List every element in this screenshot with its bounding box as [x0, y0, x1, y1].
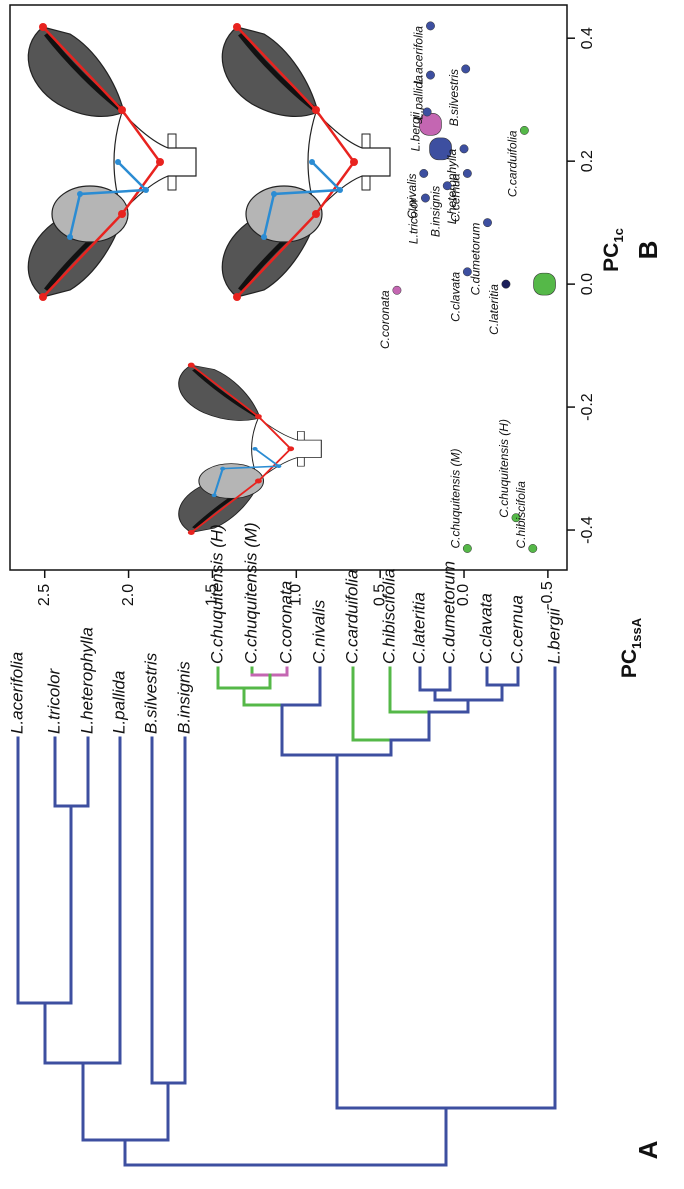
point	[502, 280, 510, 288]
tip-label: C.chuquitensis (H)	[207, 524, 226, 664]
point	[483, 218, 491, 226]
tip-label: C.nivalis	[309, 599, 328, 664]
point-label: C.clavata	[449, 272, 463, 322]
point	[426, 71, 434, 79]
y-axis-title-main: PC	[618, 649, 641, 678]
point	[461, 65, 469, 73]
tip-label: C.hibiscifolia	[379, 569, 398, 664]
point-label: B.insignis	[428, 186, 442, 237]
page: { "panel_a": { "label": "A", "tips": ["L…	[0, 0, 684, 1184]
point	[520, 126, 528, 134]
point-label: L.bergii	[408, 112, 422, 152]
y-tick-label: 2.0	[120, 584, 137, 606]
point	[463, 544, 471, 552]
tip-label: L.acerifolia	[7, 652, 26, 734]
point-label: C.coronata	[378, 290, 392, 349]
point-label: C.hibiscifolia	[514, 481, 528, 549]
y-axis-title-sub: 1ssA	[629, 617, 644, 649]
tip-label: C.coronata	[276, 581, 295, 664]
point-label: B.silvestris	[447, 69, 461, 126]
x-tick-label: -0.2	[579, 393, 596, 421]
tip-label: C.lateritia	[409, 592, 428, 664]
y-tick-label: 2.5	[36, 584, 53, 606]
tip-label: L.pallida	[109, 671, 128, 734]
flower-outline	[28, 23, 196, 301]
point	[426, 22, 434, 30]
x-axis-title-main: PC	[600, 243, 623, 272]
tip-label: B.insignis	[174, 661, 193, 734]
x-tick-label: 0.4	[579, 27, 596, 49]
panel-label: B	[633, 241, 663, 260]
point	[423, 108, 431, 116]
point	[463, 268, 471, 276]
tip-label: C.chuquitensis (M)	[241, 522, 260, 664]
point	[529, 544, 537, 552]
tip-label: C.carduifolia	[342, 570, 361, 665]
x-axis-title-sub: 1c	[611, 228, 626, 242]
tip-label: C.cernua	[507, 595, 526, 664]
centroid	[534, 273, 556, 295]
point	[460, 145, 468, 153]
tip-label: B.silvestris	[141, 652, 160, 734]
flower-outline	[222, 23, 390, 301]
tip-label: L.tricolor	[44, 667, 63, 734]
tip-label: L.heterophylla	[77, 627, 96, 734]
figure: PC1c PC1ssA B A -0.4-0.20.00.20.4-0.50.0…	[0, 0, 684, 1184]
tip-label: C.clavata	[476, 593, 495, 664]
flower-outline	[179, 363, 322, 535]
point-label: C.lateritia	[487, 284, 501, 335]
y-tick-label: -0.5	[539, 581, 556, 609]
point-label: C.cernua	[449, 173, 463, 222]
y-axis-title: PC1ssA	[618, 617, 644, 678]
x-tick-label: 0.2	[579, 150, 596, 172]
point	[463, 169, 471, 177]
point-label: C.carduifolia	[506, 130, 520, 197]
point-label: C.chuquitensis (H)	[497, 419, 511, 518]
x-tick-label: 0.0	[579, 273, 596, 295]
point	[393, 286, 401, 294]
x-axis-title: PC1c	[600, 228, 626, 272]
x-tick-label: -0.4	[579, 516, 596, 544]
point-label: C.chuquitensis (M)	[449, 448, 463, 548]
tip-label: L.bergii	[544, 607, 563, 664]
point-label: L.tricolor	[407, 197, 421, 244]
panel-label: A	[633, 1140, 663, 1159]
point	[420, 169, 428, 177]
point-label: C.dumetorum	[469, 223, 483, 296]
tip-label: C.dumetorum	[439, 561, 458, 664]
